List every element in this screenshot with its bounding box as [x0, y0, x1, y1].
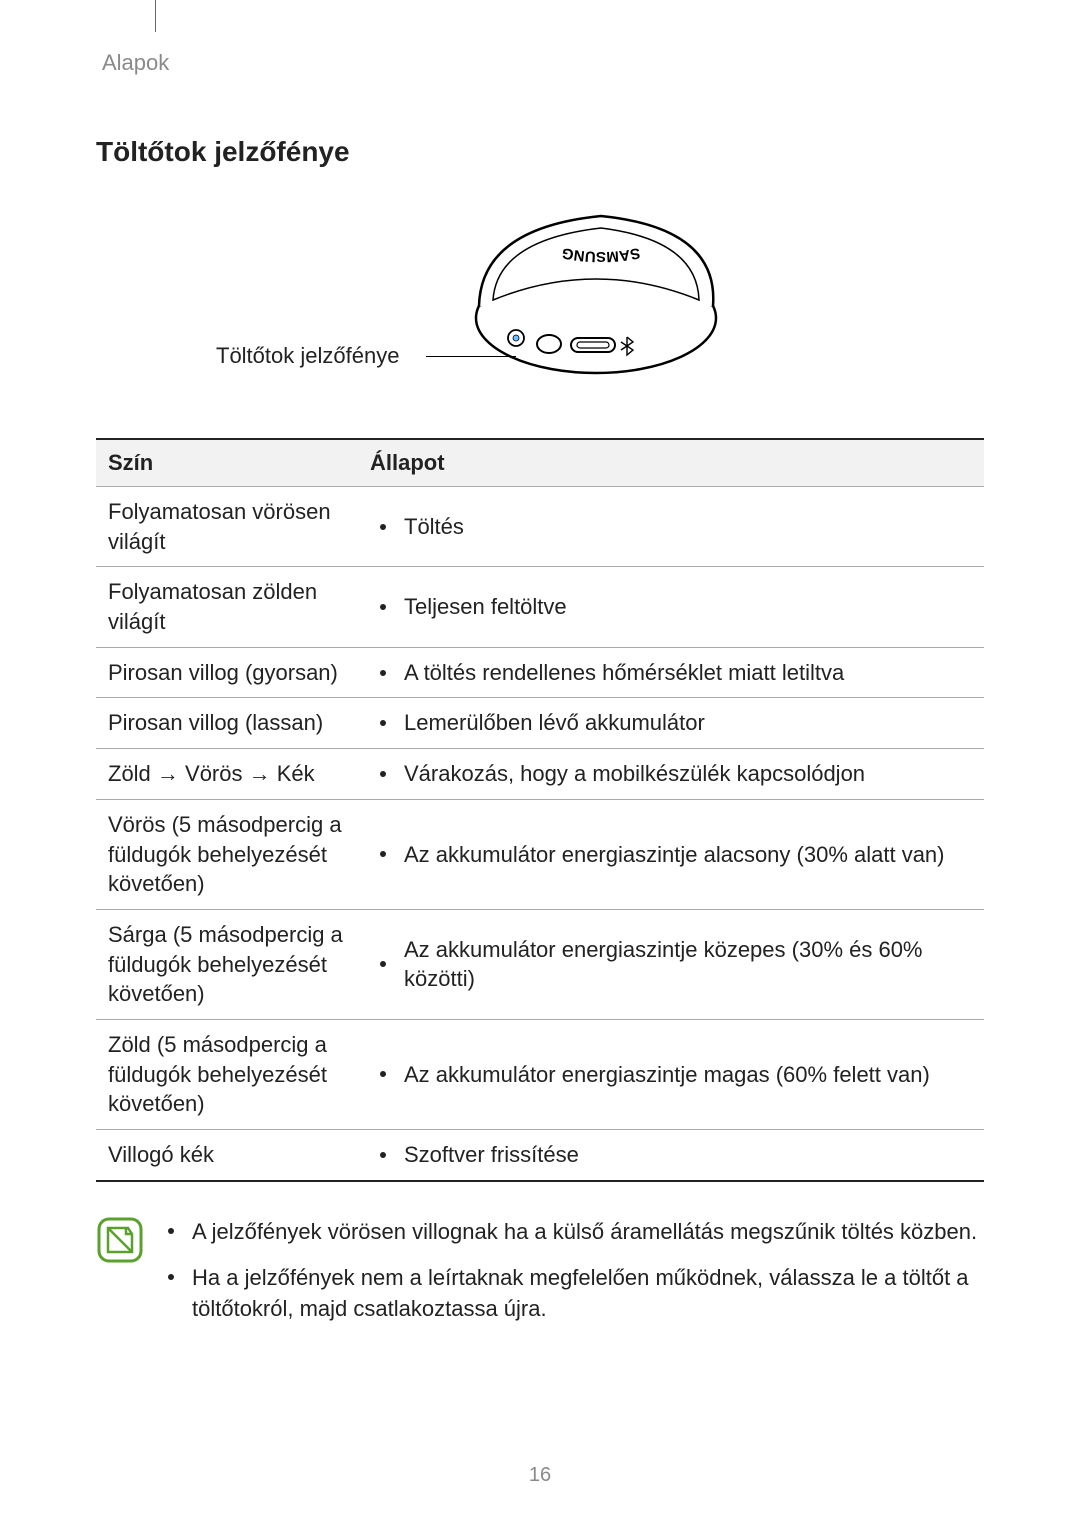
table-cell-color: Folyamatosan zölden világít — [96, 567, 358, 647]
table-cell-status: Az akkumulátor energiaszintje közepes (3… — [358, 909, 984, 1019]
bullet-icon — [168, 1228, 174, 1234]
bullet-icon — [380, 720, 386, 726]
table-row: Zöld → Vörös → Kék Várakozás, hogy a mobi… — [96, 749, 984, 800]
led-status-table: Szín Állapot Folyamatosan vörösen világí… — [96, 438, 984, 1182]
table-cell-color: Vörös (5 másodpercig a füldugók behelyez… — [96, 799, 358, 909]
table-row: Pirosan villog (gyorsan) A töltés rendell… — [96, 647, 984, 698]
page-number: 16 — [0, 1464, 1080, 1487]
note-item: A jelzőfények vörösen villognak ha a kül… — [168, 1216, 984, 1248]
table-cell-status: Az akkumulátor energiaszintje magas (60%… — [358, 1019, 984, 1129]
charging-case-illustration: SAMSUNG — [441, 198, 741, 398]
note-block: A jelzőfények vörösen villognak ha a kül… — [96, 1216, 984, 1340]
table-row: Folyamatosan zölden világít Teljesen felt… — [96, 567, 984, 647]
table-cell-status: Szoftver frissítése — [358, 1130, 984, 1181]
table-cell-color: Pirosan villog (gyorsan) — [96, 647, 358, 698]
figure-callout-line — [426, 356, 516, 357]
status-text: Az akkumulátor energiaszintje alacsony (… — [404, 840, 945, 870]
table-cell-status: Az akkumulátor energiaszintje alacsony (… — [358, 799, 984, 909]
status-text: A töltés rendellenes hőmérséklet miatt l… — [404, 658, 844, 688]
table-cell-status: Várakozás, hogy a mobilkészülék kapcsoló… — [358, 749, 984, 800]
table-cell-status: Teljesen feltöltve — [358, 567, 984, 647]
status-text: Várakozás, hogy a mobilkészülék kapcsoló… — [404, 759, 865, 789]
note-icon — [96, 1216, 144, 1264]
table-col-status: Állapot — [358, 439, 984, 487]
table-row: Villogó kék Szoftver frissítése — [96, 1130, 984, 1181]
note-text: Ha a jelzőfények nem a leírtaknak megfel… — [192, 1262, 984, 1326]
bullet-icon — [380, 524, 386, 530]
table-cell-status: A töltés rendellenes hőmérséklet miatt l… — [358, 647, 984, 698]
status-text: Lemerülőben lévő akkumulátor — [404, 708, 705, 738]
figure-callout-label: Töltőtok jelzőfénye — [216, 343, 399, 369]
bullet-icon — [380, 1152, 386, 1158]
table-row: Folyamatosan vörösen világít Töltés — [96, 487, 984, 567]
table-header-row: Szín Állapot — [96, 439, 984, 487]
status-text: Teljesen feltöltve — [404, 592, 567, 622]
breadcrumb: Alapok — [102, 50, 984, 76]
page: Alapok Töltőtok jelzőfénye SAMSUNG — [0, 0, 1080, 1339]
status-text: Az akkumulátor energiaszintje közepes (3… — [404, 935, 972, 994]
table-cell-color: Sárga (5 másodpercig a füldugók behelyez… — [96, 909, 358, 1019]
bullet-icon — [380, 670, 386, 676]
table-row: Vörös (5 másodpercig a füldugók behelyez… — [96, 799, 984, 909]
header-tick — [155, 0, 156, 32]
table-cell-color: Zöld (5 másodpercig a füldugók behelyezé… — [96, 1019, 358, 1129]
note-text: A jelzőfények vörösen villognak ha a kül… — [192, 1216, 977, 1248]
status-text: Töltés — [404, 512, 464, 542]
table-cell-color: Folyamatosan vörösen világít — [96, 487, 358, 567]
table-cell-color: Villogó kék — [96, 1130, 358, 1181]
table-cell-color: Zöld → Vörös → Kék — [96, 749, 358, 800]
status-text: Az akkumulátor energiaszintje magas (60%… — [404, 1060, 930, 1090]
table-row: Zöld (5 másodpercig a füldugók behelyezé… — [96, 1019, 984, 1129]
status-text: Szoftver frissítése — [404, 1140, 579, 1170]
figure-charging-case: SAMSUNG Töltőtok jelzőfénye — [96, 198, 984, 408]
note-list: A jelzőfények vörösen villognak ha a kül… — [168, 1216, 984, 1340]
table-row: Pirosan villog (lassan) Lemerülőben lévő … — [96, 698, 984, 749]
bullet-icon — [380, 604, 386, 610]
table-cell-status: Lemerülőben lévő akkumulátor — [358, 698, 984, 749]
bullet-icon — [380, 961, 386, 967]
section-title: Töltőtok jelzőfénye — [96, 136, 984, 168]
bullet-icon — [168, 1274, 174, 1280]
table-cell-status: Töltés — [358, 487, 984, 567]
bullet-icon — [380, 851, 386, 857]
bullet-icon — [380, 771, 386, 777]
note-item: Ha a jelzőfények nem a leírtaknak megfel… — [168, 1262, 984, 1326]
table-col-color: Szín — [96, 439, 358, 487]
table-cell-color: Pirosan villog (lassan) — [96, 698, 358, 749]
bullet-icon — [380, 1071, 386, 1077]
table-row: Sárga (5 másodpercig a füldugók behelyez… — [96, 909, 984, 1019]
